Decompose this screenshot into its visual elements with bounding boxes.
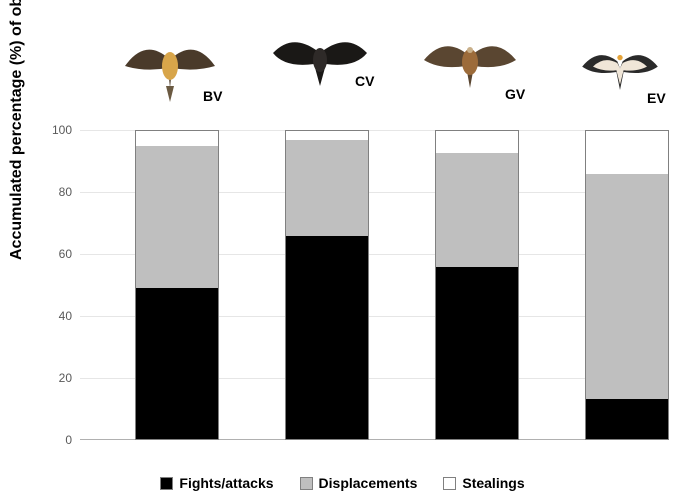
category-label-bv: BV bbox=[203, 88, 222, 104]
y-tick-label: 40 bbox=[59, 309, 80, 323]
legend-label: Displacements bbox=[319, 475, 418, 491]
legend: Fights/attacks Displacements Stealings bbox=[0, 475, 685, 491]
category-label-ev: EV bbox=[647, 90, 666, 106]
bar-segment bbox=[286, 236, 368, 439]
bar-slot bbox=[585, 130, 669, 440]
bar-segment bbox=[286, 140, 368, 235]
bar-segment bbox=[586, 399, 668, 439]
bar-segment bbox=[586, 174, 668, 399]
y-tick-label: 100 bbox=[52, 123, 80, 137]
y-tick-label: 20 bbox=[59, 371, 80, 385]
stacked-bar-ev bbox=[585, 130, 669, 440]
legend-swatch bbox=[443, 477, 456, 490]
y-tick-label: 0 bbox=[65, 433, 80, 447]
legend-swatch bbox=[300, 477, 313, 490]
y-axis-title: Accumulated percentage (%) of observatio… bbox=[8, 0, 26, 260]
bar-segment bbox=[436, 153, 518, 267]
bar-segment bbox=[286, 131, 368, 140]
bar-segment bbox=[436, 267, 518, 439]
bar-segment bbox=[436, 131, 518, 153]
bar-slot bbox=[435, 130, 519, 440]
legend-label: Fights/attacks bbox=[179, 475, 273, 491]
bar-segment bbox=[136, 131, 218, 146]
plot-area: 020406080100 bbox=[80, 130, 665, 440]
legend-label: Stealings bbox=[462, 475, 524, 491]
stacked-bar-gv bbox=[435, 130, 519, 440]
y-tick-label: 60 bbox=[59, 247, 80, 261]
legend-item-displacements: Displacements bbox=[300, 475, 418, 491]
stacked-bar-cv bbox=[285, 130, 369, 440]
chart-container: Accumulated percentage (%) of observatio… bbox=[0, 0, 685, 501]
bird-gv: GV bbox=[420, 8, 520, 108]
legend-swatch bbox=[160, 477, 173, 490]
bar-segment bbox=[586, 131, 668, 174]
stacked-bar-bv bbox=[135, 130, 219, 440]
bar-segment bbox=[136, 146, 218, 288]
bar-segment bbox=[136, 288, 218, 439]
bird-cv: CV bbox=[270, 8, 370, 108]
bar-slot bbox=[135, 130, 219, 440]
legend-item-stealings: Stealings bbox=[443, 475, 524, 491]
vulture-icon bbox=[270, 28, 370, 108]
legend-item-fights: Fights/attacks bbox=[160, 475, 273, 491]
category-label-cv: CV bbox=[355, 73, 374, 89]
y-tick-label: 80 bbox=[59, 185, 80, 199]
bird-bv: BV bbox=[120, 8, 220, 108]
category-label-gv: GV bbox=[505, 86, 525, 102]
bar-slot bbox=[285, 130, 369, 440]
bird-ev: EV bbox=[570, 8, 670, 108]
